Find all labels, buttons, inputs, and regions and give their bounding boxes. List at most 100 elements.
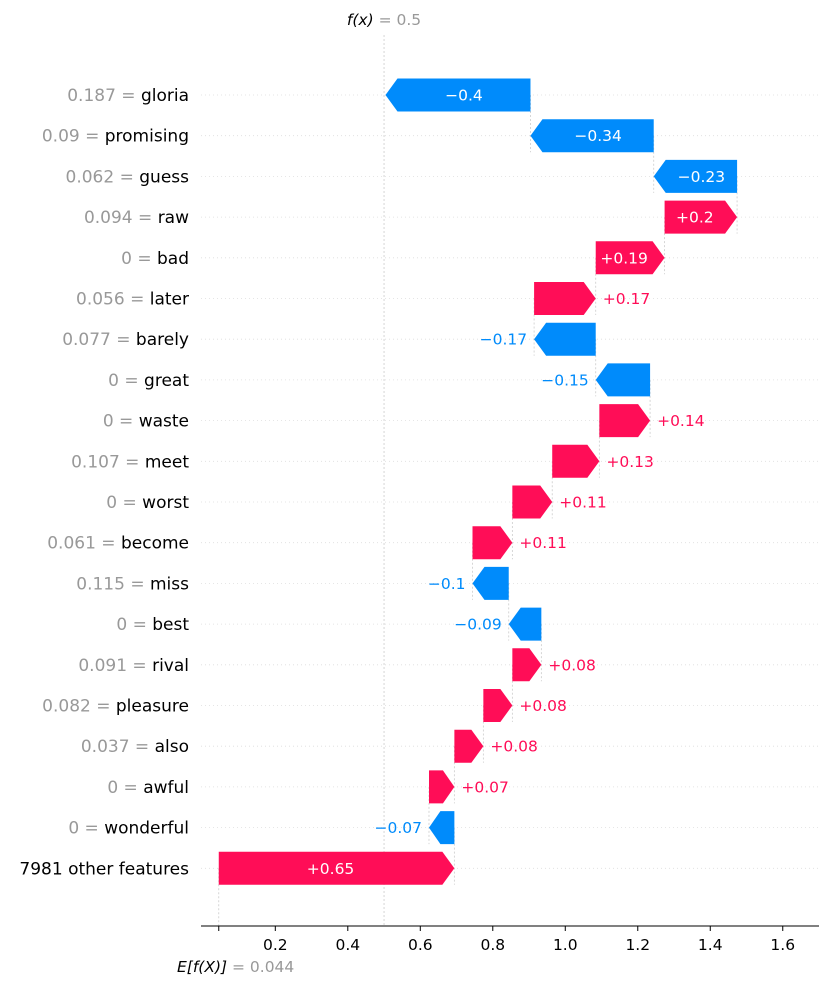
shap-bar <box>512 485 553 519</box>
feature-value: 0.187 = <box>67 86 141 106</box>
feature-name: raw <box>158 208 189 228</box>
shap-value-label: +0.07 <box>461 778 509 796</box>
feature-name: 7981 other features <box>19 859 189 879</box>
feature-name: gloria <box>141 86 189 106</box>
feature-value: 0.115 = <box>76 574 150 594</box>
feature-label: 0.091 = rival <box>78 656 189 676</box>
shap-value-label: −0.23 <box>678 168 726 186</box>
feature-name: best <box>152 615 189 635</box>
x-tick-label: 1.2 <box>625 936 650 954</box>
shap-bar <box>454 729 484 763</box>
feature-value: 0 = <box>121 249 157 269</box>
feature-value: 0.077 = <box>62 330 136 350</box>
feature-name: wonderful <box>104 819 189 839</box>
shap-value-label: +0.11 <box>559 494 607 512</box>
feature-label: 0.037 = also <box>81 737 189 757</box>
shap-bar <box>218 851 455 885</box>
x-tick-label: 0.4 <box>335 936 360 954</box>
feature-label: 0 = wonderful <box>68 819 189 839</box>
shap-bar <box>428 770 455 804</box>
feature-name: guess <box>139 167 189 187</box>
shap-bar <box>653 159 738 193</box>
expected-value-guides <box>218 35 385 926</box>
shap-value-label: +0.2 <box>676 209 714 227</box>
feature-value: 0.061 = <box>47 534 121 554</box>
shap-value-label: −0.34 <box>574 127 622 145</box>
shap-bar <box>530 119 654 153</box>
base-value-label: E[f(X)] = 0.044 <box>177 958 294 976</box>
feature-name: miss <box>150 574 189 594</box>
shap-bar <box>595 241 665 275</box>
x-tick-label: 0.8 <box>480 936 505 954</box>
shap-bars <box>218 78 738 885</box>
shap-value-label: +0.08 <box>519 697 567 715</box>
feature-name: also <box>155 737 189 757</box>
feature-label: 0.077 = barely <box>62 330 189 350</box>
shap-bar <box>552 444 600 478</box>
shap-bar <box>428 811 455 845</box>
shap-value-label: +0.11 <box>519 534 567 552</box>
x-tick-label: 0.2 <box>263 936 288 954</box>
feature-value: 0.107 = <box>71 452 145 472</box>
x-tick-label: 1.4 <box>698 936 723 954</box>
base-label-value: = 0.044 <box>227 958 294 976</box>
feature-name: become <box>121 534 189 554</box>
feature-label: 0 = bad <box>121 249 189 269</box>
shap-value-label: +0.13 <box>606 453 654 471</box>
feature-name: promising <box>105 127 189 147</box>
shap-value-label: +0.14 <box>657 412 705 430</box>
shap-value-label: +0.08 <box>490 738 538 756</box>
feature-value: 0.037 = <box>81 737 155 757</box>
axis-annotations: f(x) = 0.5 E[f(X)] = 0.044 <box>177 11 421 976</box>
x-tick-label: 1.0 <box>553 936 578 954</box>
shap-value-label: +0.65 <box>307 860 355 878</box>
feature-value: 0 = <box>103 412 139 432</box>
feature-name: pleasure <box>116 697 189 717</box>
feature-label: 0 = awful <box>107 778 189 798</box>
feature-label: 0 = best <box>116 615 189 635</box>
shap-value-label: −0.1 <box>428 575 466 593</box>
feature-label: 0.062 = guess <box>66 167 190 187</box>
x-tick-label: 1.6 <box>770 936 795 954</box>
feature-label: 0.115 = miss <box>76 574 189 594</box>
feature-label: 0.09 = promising <box>42 127 189 147</box>
shap-bar <box>664 200 738 234</box>
shap-bar <box>534 282 596 315</box>
feature-label: 0.107 = meet <box>71 452 189 472</box>
fx-label-name: f(x) <box>347 11 374 29</box>
feature-label: 0 = great <box>108 371 189 391</box>
shap-value-label: −0.4 <box>445 87 483 105</box>
feature-label: 0.094 = raw <box>84 208 189 228</box>
feature-value: 0.091 = <box>78 656 152 676</box>
feature-label: 7981 other features <box>19 859 189 879</box>
shap-value-label: −0.17 <box>480 331 528 349</box>
shap-value-label: −0.15 <box>541 371 589 389</box>
feature-name: later <box>150 290 189 310</box>
shap-bar <box>472 566 509 600</box>
shap-value-label: −0.07 <box>374 819 422 837</box>
feature-label: 0 = worst <box>106 493 189 513</box>
shap-bar <box>385 78 531 112</box>
feature-value: 0 = <box>106 493 142 513</box>
feature-label: 0.056 = later <box>76 290 189 310</box>
shap-bar <box>483 689 513 722</box>
feature-name: great <box>144 371 189 391</box>
shap-bar <box>508 607 542 641</box>
feature-name: waste <box>139 412 189 432</box>
feature-name: bad <box>157 249 189 269</box>
shap-value-label: +0.19 <box>600 249 648 267</box>
feature-name: meet <box>145 452 189 472</box>
feature-value: 0 = <box>108 371 144 391</box>
feature-label: 0 = waste <box>103 412 189 432</box>
feature-value: 0.056 = <box>76 290 150 310</box>
feature-name: worst <box>142 493 189 513</box>
shap-bar <box>512 648 542 682</box>
base-label-name: E[f(X)] <box>177 958 227 976</box>
x-axis: 0.2 0.4 0.6 0.8 1.0 1.2 1.4 1.6 <box>201 925 819 954</box>
feature-label: 0.082 = pleasure <box>42 697 189 717</box>
feature-value: 0.094 = <box>84 208 158 228</box>
shap-bar <box>472 526 513 560</box>
feature-name: awful <box>143 778 189 798</box>
x-tick-label: 0.6 <box>408 936 433 954</box>
